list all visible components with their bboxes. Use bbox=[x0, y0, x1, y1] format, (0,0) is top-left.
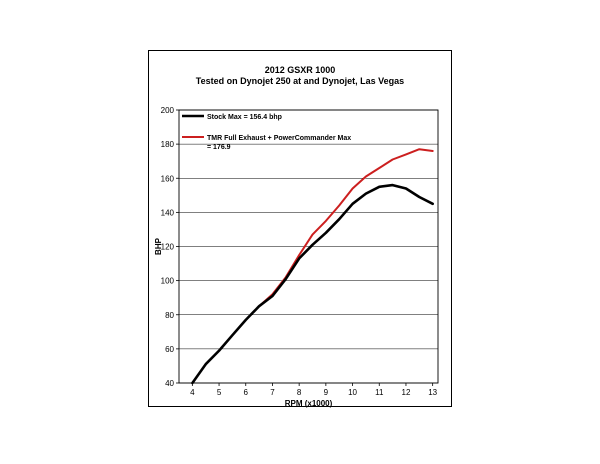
x-tick-label-7: 7 bbox=[270, 388, 275, 397]
chart-svg: 40 60 80 100 120 140 160 180 200 4 5 6 7 8 9 10 11 12 13 RP… bbox=[154, 106, 439, 408]
x-tick-label-6: 6 bbox=[244, 388, 249, 397]
y-tick-label-40: 40 bbox=[165, 379, 174, 388]
y-tick-label-160: 160 bbox=[161, 174, 175, 183]
chart-subtitle: Tested on Dynojet 250 at and Dynojet, La… bbox=[195, 76, 405, 86]
chart-title: 2012 GSXR 1000 bbox=[264, 65, 336, 75]
y-tick-label-80: 80 bbox=[165, 311, 174, 320]
x-tick-label-5: 5 bbox=[217, 388, 222, 397]
legend-label-2: TMR Full Exhaust + PowerCommander Max = 1… bbox=[207, 135, 351, 151]
x-tick-label-13: 13 bbox=[428, 388, 437, 397]
y-tick-label-180: 180 bbox=[161, 140, 175, 149]
chart-frame: 2012 GSXR 1000 Tested on Dynojet 250 at … bbox=[148, 50, 452, 408]
x-axis-label: RPM (x1000) bbox=[285, 399, 333, 408]
legend-label-1: Stock Max = 156.4 bhp bbox=[207, 114, 282, 121]
x-tick-label-4: 4 bbox=[190, 388, 195, 397]
y-tick-label-140: 140 bbox=[161, 208, 175, 217]
x-tick-label-8: 8 bbox=[297, 388, 302, 397]
x-tick-label-12: 12 bbox=[402, 388, 411, 397]
y-axis-label: BHP bbox=[154, 237, 163, 255]
y-tick-label-200: 200 bbox=[161, 106, 175, 115]
y-tick-label-120: 120 bbox=[161, 243, 175, 252]
x-tick-label-11: 11 bbox=[375, 388, 384, 397]
series-line-1 bbox=[191, 183, 435, 385]
x-tick-label-10: 10 bbox=[348, 388, 357, 397]
plot-area bbox=[178, 109, 439, 384]
y-tick-label-60: 60 bbox=[165, 345, 174, 354]
series-line-2 bbox=[258, 148, 434, 308]
y-tick-label-100: 100 bbox=[161, 277, 175, 286]
x-tick-label-9: 9 bbox=[324, 388, 329, 397]
